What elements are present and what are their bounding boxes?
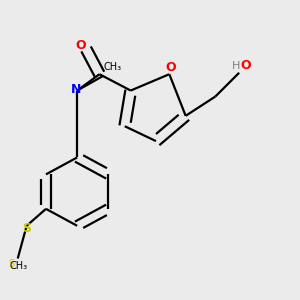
Text: CH₃: CH₃: [9, 262, 27, 272]
Text: N: N: [71, 83, 82, 96]
Text: S: S: [22, 222, 31, 235]
Text: O: O: [75, 40, 86, 52]
Text: O: O: [166, 61, 176, 74]
Text: O: O: [240, 59, 251, 72]
Text: CH₃: CH₃: [104, 62, 122, 72]
Text: S: S: [8, 259, 14, 269]
Text: H: H: [232, 61, 241, 70]
